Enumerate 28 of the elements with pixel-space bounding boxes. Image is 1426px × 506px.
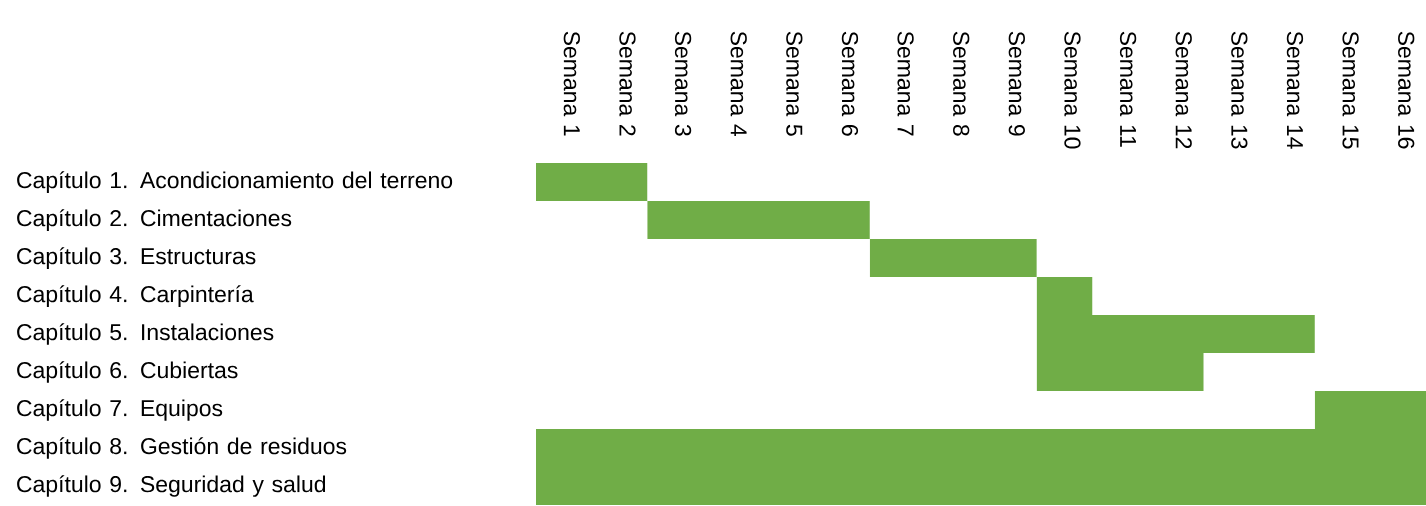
bar [869, 239, 1037, 278]
y-tick-label: Capítulo 5. Instalaciones [17, 323, 274, 345]
text: Semana 2 [619, 31, 636, 136]
text: Semana 15 [1342, 31, 1359, 149]
text: Semana 7 [897, 31, 914, 136]
y-tick-label: Capítulo 3. Estructuras [17, 247, 256, 269]
text: Semana 11 [1119, 31, 1137, 147]
y-tick-label: Capítulo 9. Seguridad y salud [17, 475, 326, 497]
text: Semana 1 [563, 31, 580, 136]
bar [647, 201, 870, 240]
y-tick-label: Capítulo 1. Acondicionamiento del terreno [17, 171, 453, 193]
text: Semana 13 [1231, 31, 1248, 149]
text: Semana 16 [1398, 31, 1415, 149]
y-tick-label: Capítulo 8. Gestión de residuos [17, 437, 347, 459]
bar [536, 163, 648, 202]
text: Semana 6 [841, 31, 859, 136]
y-tick-label: Capítulo 6. Cubiertas [17, 361, 238, 383]
text: Semana 14 [1286, 31, 1304, 149]
text: Semana 4 [730, 31, 747, 137]
text: Semana 10 [1064, 31, 1081, 149]
text: Semana 9 [1008, 31, 1025, 136]
y-tick-label: Capítulo 2. Cimentaciones [17, 209, 292, 231]
y-tick-label: Capítulo 4. Carpintería [17, 285, 254, 307]
text: Semana 5 [786, 31, 803, 136]
text: Semana 3 [674, 31, 692, 136]
text: Semana 8 [953, 31, 970, 136]
text: Semana 12 [1175, 31, 1192, 149]
y-tick-label: Capítulo 7. Equipos [17, 399, 223, 421]
